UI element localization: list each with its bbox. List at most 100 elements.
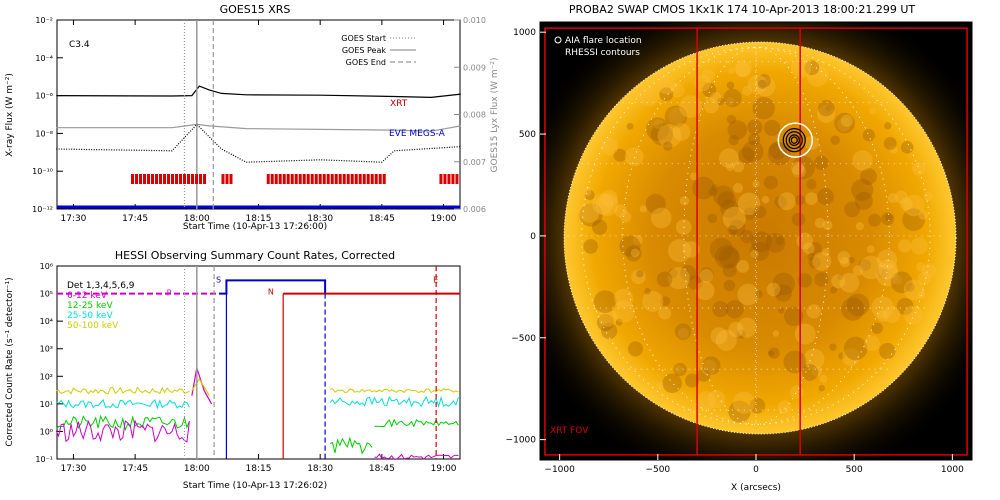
- solar-blob: [765, 233, 786, 253]
- solar-blob: [596, 314, 614, 331]
- solar-blob: [841, 297, 865, 321]
- solar-blob: [636, 270, 644, 278]
- solar-blob: [696, 368, 711, 382]
- hessi-flag-S: S: [216, 276, 221, 285]
- goes-xrt-bar: [286, 174, 290, 184]
- solar-blob: [868, 213, 882, 227]
- solar-blob: [720, 199, 739, 218]
- solar-blob: [814, 155, 829, 170]
- swap-xtick-label: 500: [846, 465, 863, 475]
- solar-blob: [757, 74, 771, 88]
- solar-blob: [822, 220, 833, 231]
- goes-xrt-bar: [274, 174, 278, 184]
- solar-blob: [672, 123, 691, 141]
- solar-blob: [613, 148, 627, 162]
- goes-xrt-bar: [326, 174, 330, 184]
- solar-blob: [630, 248, 640, 258]
- swap-image: [540, 22, 972, 460]
- hessi-ytick-label: 10¹: [40, 400, 53, 409]
- solar-blob: [639, 205, 647, 213]
- solar-blob: [662, 373, 682, 394]
- solar-blob: [804, 60, 820, 76]
- hessi-late-25-50: [329, 395, 459, 409]
- hessi-legend-item: 50-100 keV: [67, 321, 119, 331]
- solar-blob: [897, 239, 912, 253]
- goes-xrt-bar: [294, 174, 298, 184]
- solar-blob: [750, 249, 759, 259]
- solar-blob: [899, 197, 913, 211]
- solar-blob: [884, 213, 893, 222]
- solar-blob: [578, 202, 600, 223]
- goes-xrt-bar: [282, 174, 286, 184]
- solar-blob: [728, 135, 739, 146]
- solar-blob: [903, 279, 925, 301]
- goes-xrt-bar: [439, 174, 443, 184]
- goes-xrt-bar: [322, 174, 326, 184]
- goes-xtick-label: 18:30: [307, 214, 333, 224]
- goes-axes-frame: [56, 19, 461, 210]
- solar-blob: [806, 64, 829, 87]
- goes-xrt-bar: [183, 174, 187, 184]
- solar-blob: [726, 114, 737, 124]
- solar-blob: [790, 57, 812, 78]
- solar-blob: [777, 192, 796, 211]
- goes-ylabel: X-ray Flux (W m⁻²): [5, 73, 15, 157]
- solar-blob: [726, 163, 735, 172]
- solar-blob: [719, 246, 741, 268]
- solar-blob: [902, 208, 925, 232]
- goes-xrt-bar: [278, 174, 282, 184]
- solar-blob: [869, 107, 876, 115]
- hessi-legend-item: 25-50 keV: [67, 311, 113, 321]
- solar-blob: [900, 141, 914, 154]
- hessi-ytick-label: 10⁴: [40, 317, 53, 326]
- solar-blob: [752, 96, 775, 120]
- solar-blob: [727, 120, 748, 140]
- goes-xrt-bar: [338, 174, 342, 184]
- rhessi-contour: [790, 136, 798, 144]
- solar-blob: [644, 288, 651, 295]
- solar-blob: [613, 288, 634, 309]
- solar-blob: [707, 213, 718, 224]
- solar-blob: [711, 184, 718, 191]
- solar-blob: [854, 191, 873, 210]
- solar-blob: [879, 342, 896, 360]
- solar-blob: [642, 290, 664, 312]
- solar-blob: [797, 273, 812, 288]
- goes-y2tick-label: 0.010: [463, 16, 486, 25]
- goes-y2tick-label: 0.009: [463, 63, 486, 72]
- goes-xrt-bar: [195, 174, 199, 184]
- goes-xrt-bar: [131, 174, 135, 184]
- solar-blob: [658, 306, 672, 320]
- solar-blob: [624, 147, 644, 167]
- goes-ytick-label: 10⁻⁶: [35, 92, 53, 101]
- solar-blob: [679, 95, 702, 118]
- goes-xrt-bar: [354, 174, 358, 184]
- solar-blob: [747, 119, 763, 135]
- solar-blob: [837, 273, 844, 281]
- solar-blob: [802, 242, 815, 255]
- goes-xrt-bar: [362, 174, 366, 184]
- solar-blob: [703, 98, 719, 114]
- solar-blob: [790, 161, 805, 175]
- solar-blob: [737, 192, 761, 216]
- solar-blob: [818, 385, 825, 392]
- solar-blob: [645, 193, 666, 214]
- goes-xrt-bar: [310, 174, 314, 184]
- hessi-ytick-label: 10⁰: [40, 427, 53, 436]
- hessi-title: HESSI Observing Summary Count Rates, Cor…: [115, 249, 395, 262]
- solar-blob: [807, 253, 815, 261]
- solar-blob: [878, 259, 899, 280]
- solar-blob: [579, 203, 603, 227]
- goes-eve-label: EVE MEGS-A: [389, 129, 446, 139]
- goes-legend-label: GOES Start: [341, 34, 386, 43]
- solar-blob: [757, 79, 768, 89]
- solar-blob: [883, 137, 897, 150]
- solar-blob: [626, 122, 634, 130]
- solar-blob: [894, 190, 909, 204]
- solar-blob: [713, 185, 734, 206]
- solar-blob: [792, 164, 806, 178]
- goes-xrt-bar: [187, 174, 191, 184]
- goes-xrt-bar: [199, 174, 203, 184]
- solar-blob: [584, 190, 595, 201]
- hessi-xlabel: Start Time (10-Apr-13 17:26:02): [183, 481, 327, 491]
